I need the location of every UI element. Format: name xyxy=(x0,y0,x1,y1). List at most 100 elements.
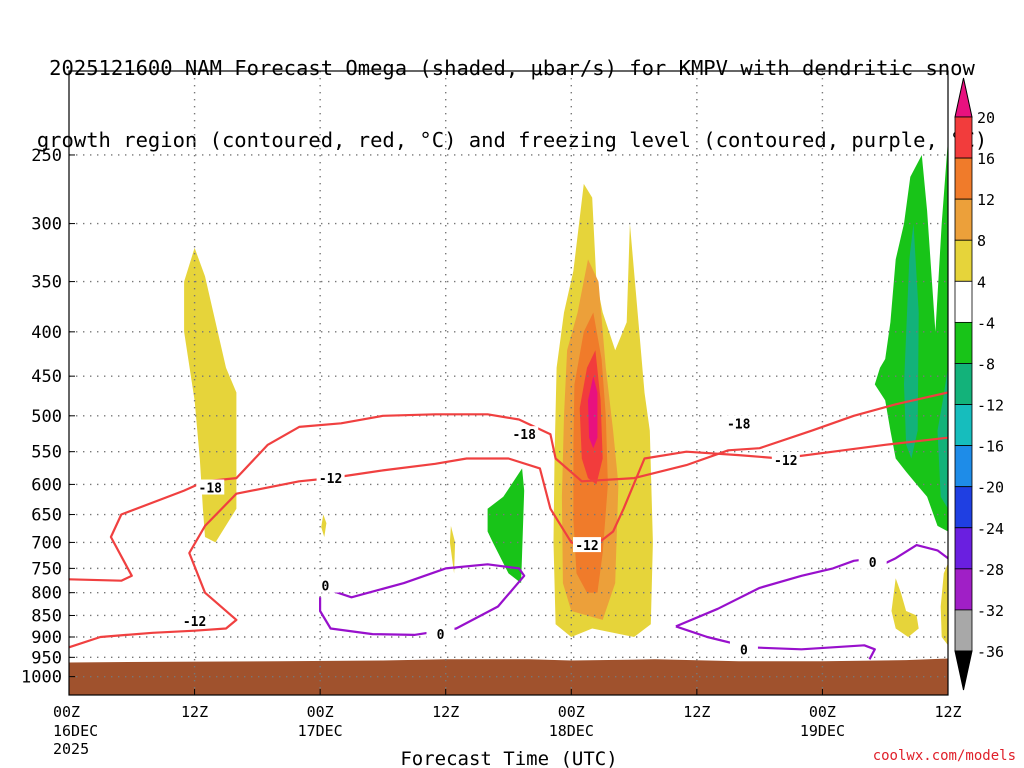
colorbar-label-12: -28 xyxy=(977,561,1004,579)
colorbar-bin-10 xyxy=(954,486,973,529)
contour-label-minus18-a: -18 xyxy=(196,479,225,497)
contour-label-minus12-b-text: -12 xyxy=(319,472,342,487)
colorbar-cap-bottom xyxy=(954,650,973,691)
chart-title-line1: 2025121600 NAM Forecast Omega (shaded, μ… xyxy=(49,56,975,80)
y-tick-label-550: 550 xyxy=(31,443,62,463)
contour-label-minus18-c-text: -18 xyxy=(727,417,751,432)
contour-label-minus18-c: -18 xyxy=(724,415,753,432)
y-tick-label-800: 800 xyxy=(31,584,62,604)
colorbar-label-5: 4 xyxy=(977,273,986,291)
colorbar-label-9: -16 xyxy=(977,438,1004,456)
contour-label-minus12-d-text: -12 xyxy=(774,454,797,469)
contour-label-minus18-a-text: -18 xyxy=(199,482,223,497)
contour-label-zero-b-bg xyxy=(426,626,455,642)
colorbar-bin-12 xyxy=(954,568,973,611)
x-tick-label-84: 12Z xyxy=(934,703,961,721)
x-tick-date-0: 16DEC xyxy=(53,722,98,740)
colorbar-label-13: -32 xyxy=(977,602,1004,620)
y-tick-label-850: 850 xyxy=(31,606,62,626)
omega-region-13 xyxy=(891,578,919,637)
colorbar-bin-8 xyxy=(954,404,973,447)
colorbar-label-4: 8 xyxy=(977,232,986,250)
x-axis-label: Forecast Time (UTC) xyxy=(400,748,617,768)
colorbar-label-1: 20 xyxy=(977,109,995,127)
colorbar-bin-1 xyxy=(954,116,973,159)
contour-label-zero-c: 0 xyxy=(858,553,887,571)
contour-line-3 xyxy=(319,563,526,636)
omega-region-9 xyxy=(588,376,598,449)
contour-label-zero-d-bg xyxy=(729,641,758,657)
contour-label-minus12-a-text: -12 xyxy=(183,615,206,630)
x-tick-date-24: 17DEC xyxy=(298,722,343,740)
y-axis: 2503003504004505005506006507007508008509… xyxy=(21,146,75,688)
x-tick-label-36: 12Z xyxy=(432,703,459,721)
chart-title: 2025121600 NAM Forecast Omega (shaded, μ… xyxy=(0,8,1024,176)
contour-label-minus18-b: -18 xyxy=(510,426,539,443)
terrain-layer xyxy=(69,658,948,695)
contour-label-minus12-a-bg xyxy=(180,612,209,628)
y-tick-label-950: 950 xyxy=(31,648,62,668)
contour-label-minus18-a-bg xyxy=(196,479,225,495)
x-tick-label-24: 00Z xyxy=(307,703,334,721)
contour-line-2 xyxy=(69,436,948,649)
x-tick-label-60: 12Z xyxy=(683,703,710,721)
contour-label-minus12-b: -12 xyxy=(316,470,345,487)
chart-title-line2: growth region (contoured, red, °C) and f… xyxy=(36,128,988,152)
contour-label-minus12-c-bg xyxy=(572,537,601,553)
contour-label-minus18-b-text: -18 xyxy=(512,428,536,443)
omega-region-3 xyxy=(449,525,456,574)
x-tick-date-72: 19DEC xyxy=(800,722,845,740)
contour-label-zero-c-text: 0 xyxy=(869,556,877,571)
colorbar-label-6: -4 xyxy=(977,314,995,332)
colorbar-label-10: -20 xyxy=(977,479,1004,497)
colorbar-label-8: -12 xyxy=(977,397,1004,415)
y-tick-label-300: 300 xyxy=(31,215,62,235)
y-tick-label-600: 600 xyxy=(31,475,62,495)
contour-label-minus12-d-bg xyxy=(771,451,800,467)
colorbar-bin-5 xyxy=(954,280,973,323)
contour-label-zero-b-text: 0 xyxy=(437,628,445,643)
y-tick-label-400: 400 xyxy=(31,323,62,343)
contour-layer: -18 -18 -18 -12 -12 -12 -12 0 0 0 0 xyxy=(69,391,948,660)
colorbar-bin-2 xyxy=(954,157,973,200)
colorbar: 20 16 12 8 4 -4 -8 -12 -16 -20 -24 -28 -32 -36 xyxy=(954,77,1004,691)
colorbar-label-3: 12 xyxy=(977,191,995,209)
omega-shading xyxy=(184,139,948,646)
contour-label-zero-a: 0 xyxy=(311,577,340,595)
omega-region-1 xyxy=(184,247,237,543)
contour-label-minus12-d: -12 xyxy=(771,451,800,469)
terrain-fill xyxy=(69,658,948,695)
colorbar-bin-7 xyxy=(954,363,973,405)
contour-label-minus12-a: -12 xyxy=(180,612,209,630)
colorbar-label-7: -8 xyxy=(977,355,995,373)
colorbar-bin-11 xyxy=(954,527,973,570)
contour-line-1 xyxy=(69,391,948,582)
contour-label-zero-d-text: 0 xyxy=(740,643,748,658)
contour-label-zero-d: 0 xyxy=(729,641,758,658)
colorbar-bin-9 xyxy=(954,445,973,488)
x-tick-label-12: 12Z xyxy=(181,703,208,721)
contour-label-minus18-c-bg xyxy=(724,415,753,431)
omega-region-4 xyxy=(487,468,525,584)
x-tick-label-72: 00Z xyxy=(809,703,836,721)
x-tick-label-48: 00Z xyxy=(558,703,585,721)
omega-region-14 xyxy=(940,563,948,646)
x-tick-year-0: 2025 xyxy=(53,740,89,758)
plot-frame xyxy=(68,70,949,696)
y-tick-label-500: 500 xyxy=(31,407,62,427)
colorbar-label-11: -24 xyxy=(977,520,1004,538)
y-tick-label-700: 700 xyxy=(31,533,62,553)
credit-link[interactable]: coolwx.com/models xyxy=(872,748,1016,764)
contour-label-zero-c-bg xyxy=(858,553,887,569)
y-tick-label-450: 450 xyxy=(31,367,62,387)
contour-label-zero-a-text: 0 xyxy=(321,580,329,595)
y-tick-label-1000: 1000 xyxy=(21,668,62,688)
contour-label-minus12-c: -12 xyxy=(572,537,601,554)
contour-label-zero-b: 0 xyxy=(426,626,455,643)
contour-label-minus12-b-bg xyxy=(316,470,345,486)
omega-region-2 xyxy=(321,514,327,537)
y-tick-label-650: 650 xyxy=(31,506,62,526)
colorbar-bin-3 xyxy=(954,198,973,241)
